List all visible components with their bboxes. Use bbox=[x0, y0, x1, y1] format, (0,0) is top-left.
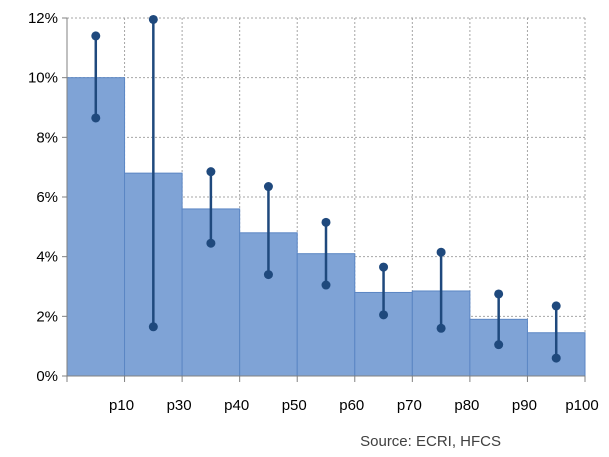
range-high-point bbox=[91, 31, 101, 41]
range-high-point bbox=[321, 217, 331, 227]
x-tick-label: p10 bbox=[109, 397, 134, 414]
range-high-point bbox=[551, 301, 561, 311]
range-low-point bbox=[321, 280, 331, 290]
range-high-point bbox=[379, 262, 389, 272]
range-low-point bbox=[379, 310, 389, 320]
range-low-point bbox=[494, 340, 504, 350]
x-tick-label: p80 bbox=[454, 397, 479, 414]
range-low-point bbox=[148, 322, 158, 332]
range-low-point bbox=[436, 323, 446, 333]
range-low-point bbox=[206, 238, 216, 248]
y-tick-label: 10% bbox=[28, 70, 58, 87]
range-high-point bbox=[148, 14, 158, 24]
y-tick-label: 12% bbox=[28, 10, 58, 27]
x-tick-label: p90 bbox=[512, 397, 537, 414]
x-tick-label: p70 bbox=[397, 397, 422, 414]
x-tick-label: p40 bbox=[224, 397, 249, 414]
range-high-point bbox=[494, 289, 504, 299]
x-tick-label: p60 bbox=[339, 397, 364, 414]
y-tick-label: 0% bbox=[36, 368, 58, 385]
x-tick-label: p50 bbox=[282, 397, 307, 414]
y-tick-label: 2% bbox=[36, 308, 58, 325]
source-note: Source: ECRI, HFCS bbox=[360, 433, 501, 450]
range-high-point bbox=[206, 167, 216, 177]
bar bbox=[66, 77, 126, 377]
range-high-point bbox=[436, 247, 446, 257]
range-high-point bbox=[263, 182, 273, 192]
range-low-point bbox=[551, 353, 561, 363]
y-tick-labels: 0% 2% 4% 6% 8% 10% 12% bbox=[28, 10, 58, 385]
x-tick-label: p100 bbox=[565, 397, 598, 414]
range-low-point bbox=[91, 113, 101, 123]
x-tick-labels: p10 p30 p40 p50 p60 p70 p80 p90 p100 bbox=[109, 397, 599, 414]
y-tick-label: 8% bbox=[36, 129, 58, 146]
range-low-point bbox=[263, 270, 273, 280]
y-tick-label: 6% bbox=[36, 189, 58, 206]
axes bbox=[62, 17, 586, 382]
x-tick-label: p30 bbox=[167, 397, 192, 414]
y-tick-label: 4% bbox=[36, 249, 58, 266]
range-markers bbox=[91, 14, 561, 363]
